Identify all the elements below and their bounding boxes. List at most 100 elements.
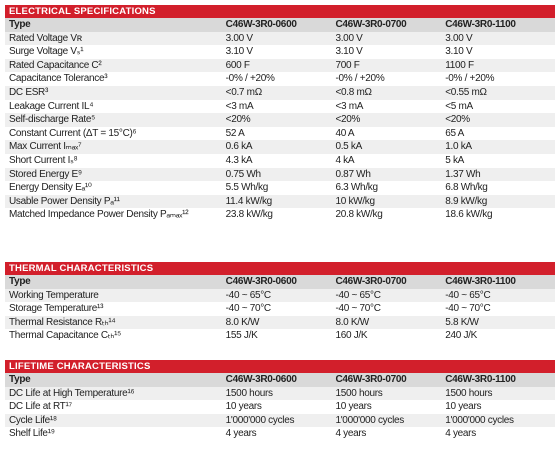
cell-value: 3.00 V [225, 32, 253, 44]
row-label: DC ESR³ [9, 86, 49, 98]
section-title: ELECTRICAL SPECIFICATIONS [5, 5, 555, 18]
cell-value: 3.10 V [335, 46, 363, 58]
row-label: Thermal Resistance Rₜₕ¹⁴ [9, 316, 116, 328]
cell-value: 18.6 kW/kg [445, 209, 493, 221]
cell-value: 4 years [335, 428, 367, 440]
cell-value: 23.8 kW/kg [225, 209, 273, 221]
cell-value: -40 ~ 65°C [225, 289, 272, 301]
cell-value: 3.10 V [225, 46, 253, 58]
cell-value: 3.00 V [445, 32, 473, 44]
cell-value: 4 years [445, 428, 476, 440]
table-row: Max Current Iₘₐₓ⁷ 0.6 kA 0.5 kA 1.0 kA [5, 140, 555, 154]
header-cell: C46W-3R0-1100 [445, 374, 516, 385]
cell-value: 1500 hours [335, 387, 383, 399]
cell-value: <20% [225, 114, 251, 126]
table-row: DC Life at RT¹⁷ 10 years 10 years 10 years [5, 400, 555, 414]
header-cell: C46W-3R0-0700 [335, 276, 407, 287]
cell-value: -40 ~ 70°C [445, 303, 491, 315]
cell-value: -0% / +20% [445, 73, 495, 85]
cell-value: 40 A [335, 127, 355, 139]
cell-value: 11.4 kW/kg [225, 195, 273, 207]
cell-value: 10 years [225, 401, 262, 413]
table-row: Leakage Current IL⁴ <3 mA <3 mA <5 mA [5, 99, 555, 114]
row-label: Capacitance Tolerance³ [9, 73, 108, 85]
row-label: Matched Impedance Power Density Pₐₘₐₓ¹² [9, 209, 189, 221]
cell-value: 1500 hours [445, 387, 493, 399]
cell-value: 1'000'000 cycles [335, 414, 404, 426]
cell-value: <0.7 mΩ [225, 86, 263, 98]
table-row: Self-discharge Rate⁵ <20% <20% <20% [5, 113, 555, 127]
table-row: Usable Power Density Pₐ¹¹ 11.4 kW/kg 10 kW… [5, 194, 555, 209]
header-cell: Type [9, 374, 31, 385]
cell-value: 5 kA [445, 154, 465, 166]
header-row: Type C46W-3R0-0600 C46W-3R0-0700 C46W-3R0-1… [5, 18, 555, 32]
cell-value: 1'000'000 cycles [225, 414, 295, 426]
header-cell: Type [9, 276, 31, 287]
table-row: Shelf Life¹⁹ 4 years 4 years 4 years [5, 427, 555, 441]
row-label: DC Life at High Temperature¹⁶ [9, 387, 135, 399]
header-cell: Type [9, 19, 31, 30]
cell-value: 6.3 Wh/kg [335, 182, 378, 194]
table-row: Cycle Life¹⁸ 1'000'000 cycles 1'000'000 cy… [5, 413, 555, 428]
row-label: Self-discharge Rate⁵ [9, 114, 95, 126]
cell-value: <3 mA [335, 100, 364, 112]
cell-value: 10 years [445, 401, 482, 413]
cell-value: 155 J/K [225, 330, 258, 342]
row-label: DC Life at RT¹⁷ [9, 401, 72, 413]
header-cell: C46W-3R0-1100 [445, 19, 516, 30]
table-row: Rated Capacitance C² 600 F 700 F 1100 F [5, 58, 555, 73]
spec-section: LIFETIME CHARACTERISTICS Type C46W-3R0-060… [5, 360, 555, 441]
row-label: Max Current Iₘₐₓ⁷ [9, 141, 82, 153]
cell-value: <5 mA [445, 100, 473, 112]
cell-value: 5.8 K/W [445, 316, 479, 328]
row-label: Storage Temperature¹³ [9, 303, 104, 315]
cell-value: <0.8 mΩ [335, 86, 372, 98]
table-row: Rated Voltage Vʀ 3.00 V 3.00 V 3.00 V [5, 31, 555, 46]
cell-value: -40 ~ 65°C [445, 289, 491, 301]
cell-value: 8.9 kW/kg [445, 195, 487, 207]
header-cell: C46W-3R0-0600 [225, 19, 297, 30]
cell-value: -40 ~ 70°C [335, 303, 381, 315]
table-row: DC ESR³ <0.7 mΩ <0.8 mΩ <0.55 mΩ [5, 85, 555, 100]
section-title: LIFETIME CHARACTERISTICS [5, 360, 555, 373]
header-cell: C46W-3R0-0600 [225, 276, 297, 287]
row-label: Thermal Capacitance Cₜₕ¹⁵ [9, 330, 122, 342]
cell-value: 20.8 kW/kg [335, 209, 383, 221]
row-label: Short Current Iₛ⁸ [9, 154, 78, 166]
cell-value: 4 kA [335, 154, 355, 166]
row-label: Cycle Life¹⁸ [9, 414, 57, 426]
cell-value: 65 A [445, 127, 465, 139]
cell-value: 8.0 K/W [225, 316, 260, 328]
header-row: Type C46W-3R0-0600 C46W-3R0-0700 C46W-3R0-1… [5, 275, 555, 289]
table-row: Capacitance Tolerance³ -0% / +20% -0% / +2… [5, 72, 555, 86]
row-label: Usable Power Density Pₐ¹¹ [9, 195, 120, 207]
cell-value: 4 years [225, 428, 257, 440]
cell-value: 1100 F [445, 59, 474, 71]
row-label: Leakage Current IL⁴ [9, 100, 94, 112]
cell-value: -0% / +20% [225, 73, 275, 85]
cell-value: 1.0 kA [445, 141, 472, 153]
cell-value: <20% [335, 114, 361, 126]
cell-value: 240 J/K [445, 330, 478, 342]
spec-section: THERMAL CHARACTERISTICS Type C46W-3R0-0600… [5, 262, 555, 343]
row-label: Rated Capacitance C² [9, 59, 102, 71]
row-label: Working Temperature [9, 289, 99, 301]
cell-value: <0.55 mΩ [445, 86, 487, 98]
cell-value: -40 ~ 65°C [335, 289, 381, 301]
cell-value: 6.8 Wh/kg [445, 182, 488, 194]
cell-value: 1'000'000 cycles [445, 414, 514, 426]
table-row: Thermal Resistance Rₜₕ¹⁴ 8.0 K/W 8.0 K/W 5.… [5, 315, 555, 330]
cell-value: 0.87 Wh [335, 168, 371, 180]
table-row: Stored Energy E⁹ 0.75 Wh 0.87 Wh 1.37 Wh [5, 167, 555, 182]
cell-value: 52 A [225, 127, 245, 139]
header-cell: C46W-3R0-0700 [335, 19, 407, 30]
section-title: THERMAL CHARACTERISTICS [5, 262, 555, 275]
cell-value: 3.00 V [335, 32, 363, 44]
table-row: Matched Impedance Power Density Pₐₘₐₓ¹² 2… [5, 208, 555, 223]
cell-value: 600 F [225, 59, 250, 71]
cell-value: 700 F [335, 59, 360, 71]
table-row: Surge Voltage Vₛ¹ 3.10 V 3.10 V 3.10 V [5, 45, 555, 59]
header-row: Type C46W-3R0-0600 C46W-3R0-0700 C46W-3R0-1… [5, 373, 555, 387]
cell-value: -0% / +20% [335, 73, 385, 85]
